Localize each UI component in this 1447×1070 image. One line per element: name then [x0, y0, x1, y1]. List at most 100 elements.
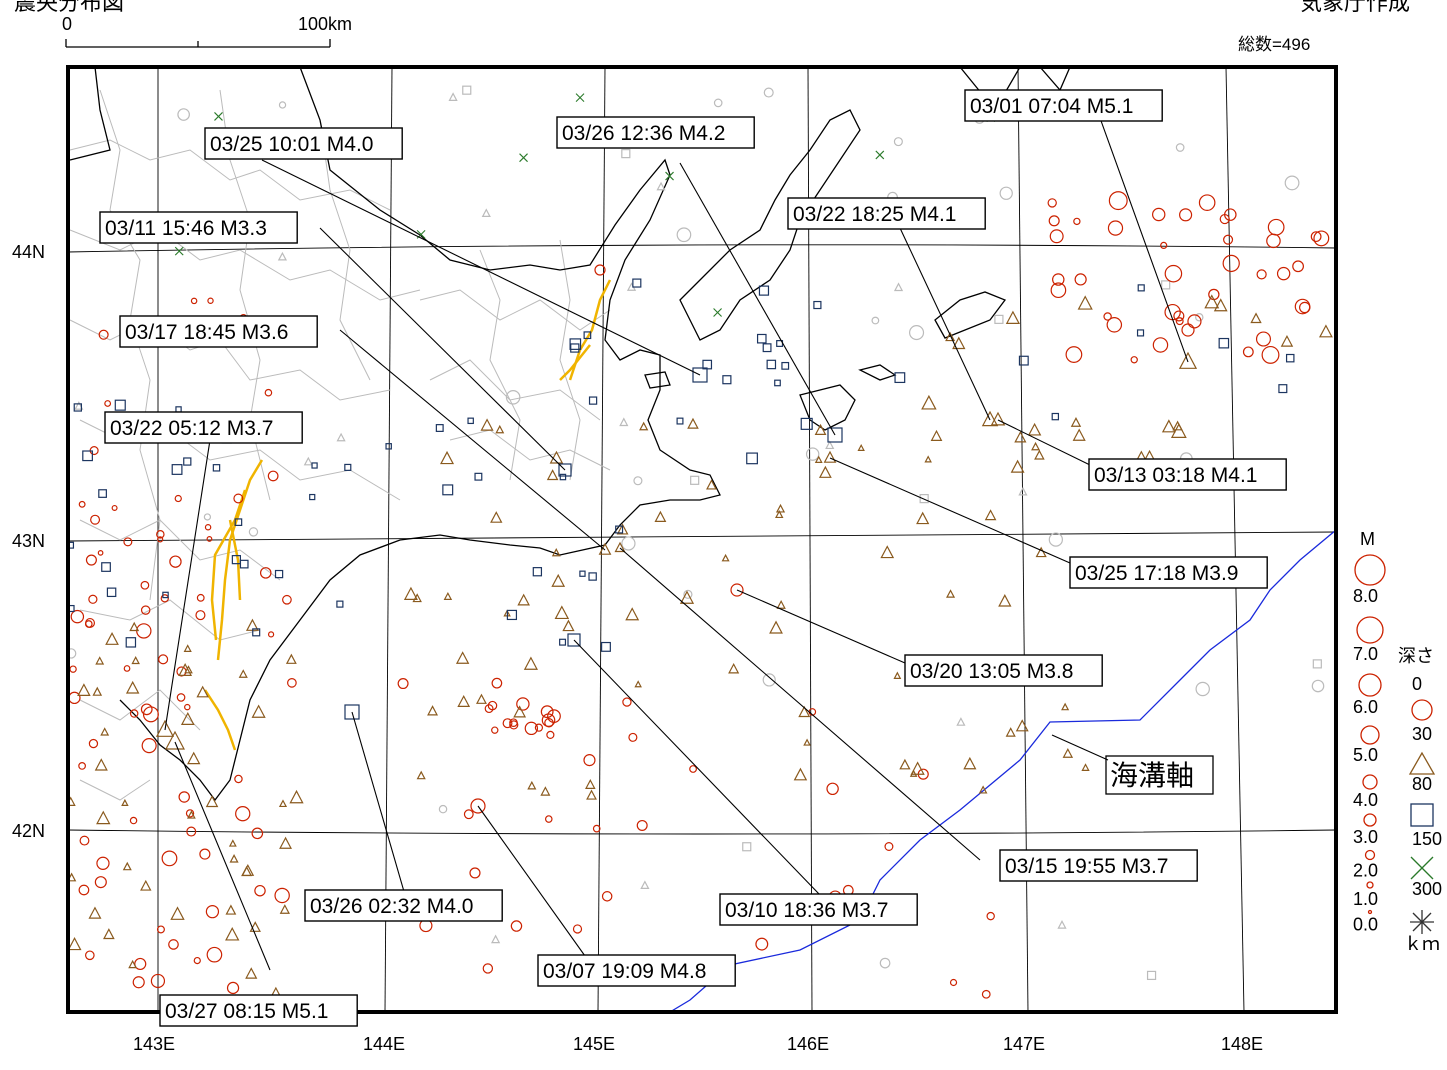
legend-depth-scale: 0 30 80 150 300: [1408, 674, 1442, 934]
quake-triangle: [170, 906, 185, 920]
quake-triangle: [1280, 334, 1294, 347]
legend-depth-value: 80: [1412, 774, 1432, 794]
quake-circle: [1256, 269, 1267, 280]
quake-circle: [594, 264, 606, 276]
quake-triangle: [614, 541, 626, 553]
quake-square: [1136, 329, 1145, 337]
quake-circle: [628, 732, 638, 742]
quake-triangle: [721, 553, 730, 562]
quake-triangle: [278, 799, 288, 808]
quake-triangle: [412, 593, 422, 603]
quake-square: [579, 570, 586, 577]
quake-circle: [487, 700, 498, 711]
quake-circle: [999, 186, 1013, 200]
quake-triangle: [981, 410, 999, 427]
quake-circle: [205, 904, 220, 919]
quake-circle: [762, 673, 776, 687]
quake-circle: [438, 804, 448, 814]
event-label-text: 03/22 05:12 M3.7: [110, 417, 273, 440]
active-faults: [203, 279, 612, 751]
quake-circle: [755, 937, 769, 951]
quake-square: [239, 559, 249, 569]
quake-triangle: [129, 621, 140, 632]
quake-triangle: [336, 432, 346, 442]
quake-square: [171, 464, 183, 475]
event-label: 03/13 03:18 M4.1: [1088, 458, 1287, 491]
quake-triangle: [1027, 422, 1042, 436]
quake-square: [774, 379, 781, 387]
quake-square: [162, 591, 169, 599]
quake-circle: [1164, 264, 1183, 283]
quake-cross: [665, 171, 674, 181]
event-label: 03/26 12:36 M4.2: [556, 116, 755, 149]
quake-triangle: [279, 836, 292, 849]
quake-circle: [1103, 312, 1112, 321]
quake-circle: [546, 730, 555, 739]
quake-triangle: [1005, 310, 1021, 325]
quake-circle: [186, 826, 197, 837]
quake-triangle: [910, 761, 925, 775]
quake-triangle: [403, 586, 418, 600]
quake-triangle: [814, 455, 823, 463]
quake-circle: [264, 388, 273, 397]
event-label-text: 03/25 10:01 M4.0: [210, 133, 373, 156]
legend-magnitude-circle: [1356, 616, 1384, 644]
quake-triangle: [241, 865, 253, 877]
quake-triangle: [416, 770, 426, 780]
quake-circle: [97, 549, 104, 556]
quake-triangle: [491, 934, 501, 944]
quake-triangle: [1077, 295, 1093, 310]
quake-square: [746, 452, 758, 465]
event-label-text: 03/20 13:05 M3.8: [910, 660, 1073, 683]
lat-label-43n: 43N: [12, 531, 45, 551]
quake-circle: [510, 920, 523, 932]
quake-cross: [519, 153, 528, 163]
quake-circle: [1276, 266, 1291, 281]
event-label: 03/07 19:09 M4.8: [537, 954, 736, 987]
quake-square: [82, 450, 93, 462]
quake-circle: [1222, 254, 1240, 273]
quake-square: [722, 375, 732, 385]
trench-axis-line: [669, 529, 1336, 1012]
quake-triangle: [946, 589, 956, 598]
quake-circle: [1313, 230, 1330, 247]
quake-square: [344, 704, 360, 720]
quake-triangle: [775, 503, 786, 513]
quake-triangle: [187, 751, 201, 765]
quake-square: [336, 600, 344, 608]
legend-magnitude-value: 8.0: [1353, 586, 1378, 606]
quake-triangle: [1161, 419, 1176, 433]
quake-square: [234, 518, 243, 527]
quake-circle: [94, 876, 107, 889]
event-label: 03/20 13:05 M3.8: [904, 654, 1103, 687]
quake-triangle: [857, 443, 865, 451]
quake-triangle: [490, 511, 503, 523]
quake-circle: [129, 816, 138, 825]
scale-bar-end: 100km: [298, 14, 352, 34]
quake-triangle: [899, 758, 911, 770]
map-title-left: 震央分布図: [14, 0, 124, 15]
quake-circle: [592, 824, 601, 833]
quake-circle: [622, 697, 632, 707]
quake-square: [212, 464, 221, 472]
quake-circle: [713, 98, 723, 108]
quake-square: [919, 494, 929, 504]
quake-triangle: [1061, 702, 1070, 711]
quake-triangle: [1178, 351, 1198, 369]
quake-triangle: [165, 730, 185, 750]
quake-triangle: [1034, 449, 1045, 460]
event-label: 03/22 18:25 M4.1: [787, 197, 986, 230]
quake-triangle: [803, 738, 811, 746]
scale-bar: 0 100km: [62, 14, 352, 48]
quake-circle: [157, 536, 164, 543]
quake-square: [570, 343, 580, 353]
quake-circle: [1048, 215, 1060, 227]
quake-circle: [78, 884, 90, 896]
lon-label-143e: 143E: [133, 1034, 175, 1054]
quake-triangle: [893, 671, 902, 679]
quake-circle: [1219, 213, 1230, 225]
quake-square: [344, 463, 352, 471]
event-labels: 03/25 10:01 M4.0 03/26 12:36 M4.2 03/01 07…: [99, 89, 1287, 1027]
quake-triangle: [440, 450, 455, 465]
quake-square: [125, 637, 137, 648]
